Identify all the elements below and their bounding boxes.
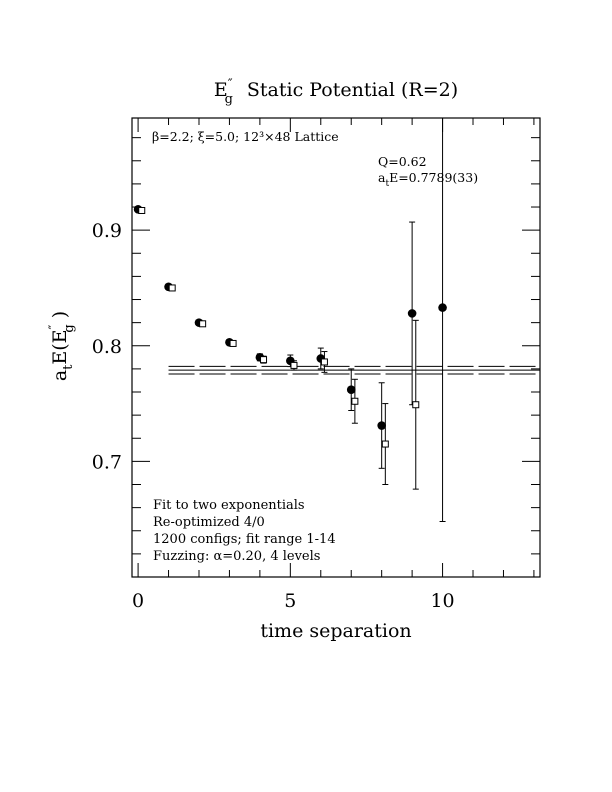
data-point-circle <box>377 421 386 430</box>
axis-ticks <box>132 118 540 577</box>
note-line-2: Re-optimized 4/0 <box>153 515 265 530</box>
y-tick-label: 0.9 <box>92 220 122 242</box>
data-point-square <box>229 339 237 347</box>
x-tick-label: 0 <box>132 590 144 612</box>
note-line-3: 1200 configs; fit range 1-14 <box>153 532 336 547</box>
series-open-squares <box>138 206 420 490</box>
ylabel-a: a <box>49 370 71 381</box>
data-point-circle <box>407 309 417 318</box>
note-line-1: Fit to two exponentials <box>153 498 305 513</box>
data-point-square <box>138 206 146 214</box>
data-point-square <box>290 361 298 369</box>
data-point-square <box>199 320 207 328</box>
ylabel-sup: ″ <box>47 324 62 329</box>
ylabel-mid: E(E <box>49 329 71 364</box>
data-series <box>133 118 447 523</box>
note-line-4: Fuzzing: α=0.20, 4 levels <box>153 549 320 564</box>
tick-labels: 0 5 10 0.7 0.8 0.9 <box>92 220 455 612</box>
data-point-square <box>168 284 176 292</box>
plot-frame <box>131 117 541 578</box>
x-tick-label: 5 <box>284 590 296 612</box>
data-point-square <box>351 397 359 405</box>
ylabel-close: ) <box>49 311 71 324</box>
data-point-square <box>412 401 420 409</box>
fit-e-t: t <box>385 179 389 189</box>
title-sub: g <box>225 92 233 107</box>
y-axis-label: atE(E″g ) <box>47 311 77 381</box>
ylabel-sub: g <box>62 324 77 332</box>
x-tick-label: 10 <box>430 590 454 612</box>
data-point-square <box>320 358 328 366</box>
y-tick-label: 0.7 <box>92 451 122 473</box>
fit-e-a: a <box>378 170 386 185</box>
fit-energy: atE=0.7789(33) <box>378 170 478 189</box>
title-main: E <box>214 79 228 101</box>
data-point-square <box>260 356 268 364</box>
data-point-circle <box>438 303 447 312</box>
data-point-square <box>381 440 389 448</box>
x-axis-label: time separation <box>260 620 411 642</box>
fit-band <box>168 365 540 375</box>
info-top: β=2.2; ξ=5.0; 12³×48 Lattice <box>152 129 339 144</box>
data-point-circle <box>346 385 356 395</box>
title-sup: ″ <box>228 77 233 92</box>
title-rest: Static Potential (R=2) <box>247 79 458 101</box>
chart-title: E″ g Static Potential (R=2) <box>214 77 458 107</box>
fit-e-rest: E=0.7789(33) <box>389 170 478 185</box>
fit-q: Q=0.62 <box>378 154 427 169</box>
y-tick-label: 0.8 <box>92 336 122 358</box>
ylabel-t: t <box>61 364 76 370</box>
